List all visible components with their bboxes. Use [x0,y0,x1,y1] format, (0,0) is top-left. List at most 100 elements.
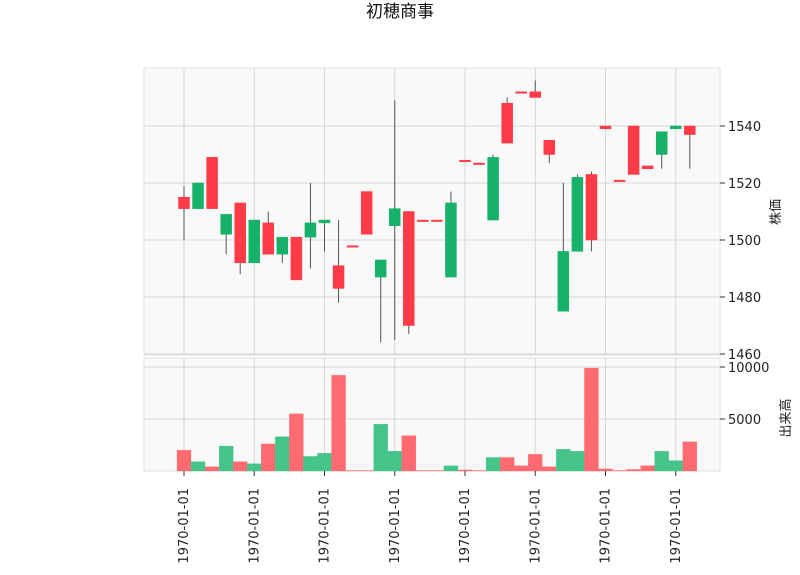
candle-body [641,165,654,169]
candle-body [445,202,457,278]
volume-bar [261,443,276,472]
candle-body [360,191,373,235]
volume-panel: 5000 10000 [143,357,769,472]
price-tick-label: 1480 [728,291,761,306]
price-candles [178,80,696,343]
volume-bar [499,457,515,472]
volume-bar [542,466,557,472]
chart-title: 初穂商事 [366,2,434,22]
candle-body [417,219,429,222]
volume-tick-label: 10000 [728,361,769,376]
volume-bar [640,465,655,472]
x-tick-label: 1970-01-01 [318,488,333,564]
volume-bar [514,465,529,472]
volume-bar [204,466,220,472]
volume-bar [682,441,697,472]
price-axis-label: 株価 [769,199,784,225]
volume-axis-label: 出来高 [778,398,794,437]
volume-bar [190,461,206,472]
volume-bar [387,451,402,472]
volume-bar [176,450,192,472]
x-tick-label: 1970-01-01 [177,488,192,564]
candle-body [290,236,303,281]
volume-bar [317,453,332,472]
candle-body [276,236,289,255]
x-tick-label: 1970-01-01 [388,488,403,564]
candle-body [529,91,541,98]
volume-bar [233,461,248,472]
volume-tick-label: 5000 [728,413,761,428]
price-tick-label: 1500 [728,234,761,249]
x-tick-label: 1970-01-01 [528,488,543,564]
candle-body [374,259,387,278]
price-tick-label: 1460 [728,348,761,363]
candle-body [571,177,584,252]
volume-panel-background [143,357,721,472]
candle-body [627,125,640,175]
volume-bar [373,424,388,472]
volume-bar [345,470,360,472]
volume-bar [401,435,416,472]
candle-body [684,125,696,135]
candle-body [473,162,485,165]
candle-body [403,211,415,326]
volume-bars [176,367,697,472]
volume-bar [457,469,473,472]
price-axis: 1460 1480 1500 1520 1540 [720,120,761,363]
candle-body [431,219,443,222]
candle-body [459,159,471,162]
volume-bar [668,460,683,472]
candle-body [234,202,246,264]
volume-bar [275,436,290,472]
price-panel: 1460 1480 1500 1520 1540 [143,67,761,363]
x-axis: 1970-01-01 1970-01-01 1970-01-01 1970-01-01… [177,471,684,564]
volume-bar [443,465,459,472]
candle-body [599,125,612,130]
candle-body [192,182,204,209]
candle-body [515,91,527,94]
candle-body [318,219,331,224]
candle-body [613,179,626,182]
x-tick-label: 1970-01-01 [599,488,614,564]
candle-body [346,245,359,248]
volume-bar [471,470,487,472]
candle-body [557,251,570,312]
volume-bar [429,470,445,472]
candle-body [304,222,317,238]
volume-bar [584,367,599,472]
volume-bar [528,454,543,472]
candle-body [262,222,275,255]
volume-bar [415,470,431,472]
volume-axis: 5000 10000 [720,361,769,428]
volume-bar [303,456,318,472]
candle-body [178,197,190,209]
x-tick-label: 1970-01-01 [247,488,262,564]
x-tick-label: 1970-01-01 [458,488,473,564]
volume-bar [556,449,571,472]
volume-bar [247,463,262,472]
volume-bar [654,451,669,472]
candle-body [487,157,499,221]
price-tick-label: 1520 [728,177,761,192]
x-tick-label: 1970-01-01 [669,488,684,564]
candle-body [585,174,598,241]
volume-bar [218,445,234,472]
candle-body [543,140,556,155]
price-tick-label: 1540 [728,120,761,135]
volume-bar [626,469,641,472]
volume-bar [612,470,627,472]
volume-grid [144,358,720,471]
volume-bar [485,457,501,472]
volume-bar [289,413,304,472]
candle-body [248,219,260,264]
candle-body [670,125,682,130]
volume-bar [598,468,613,472]
price-panel-background [143,67,721,356]
volume-bar [359,470,374,472]
candle-body [220,214,232,235]
candle-body [389,208,401,226]
candle-body [655,131,668,155]
volume-bar [570,451,585,472]
candle-body [332,265,345,289]
